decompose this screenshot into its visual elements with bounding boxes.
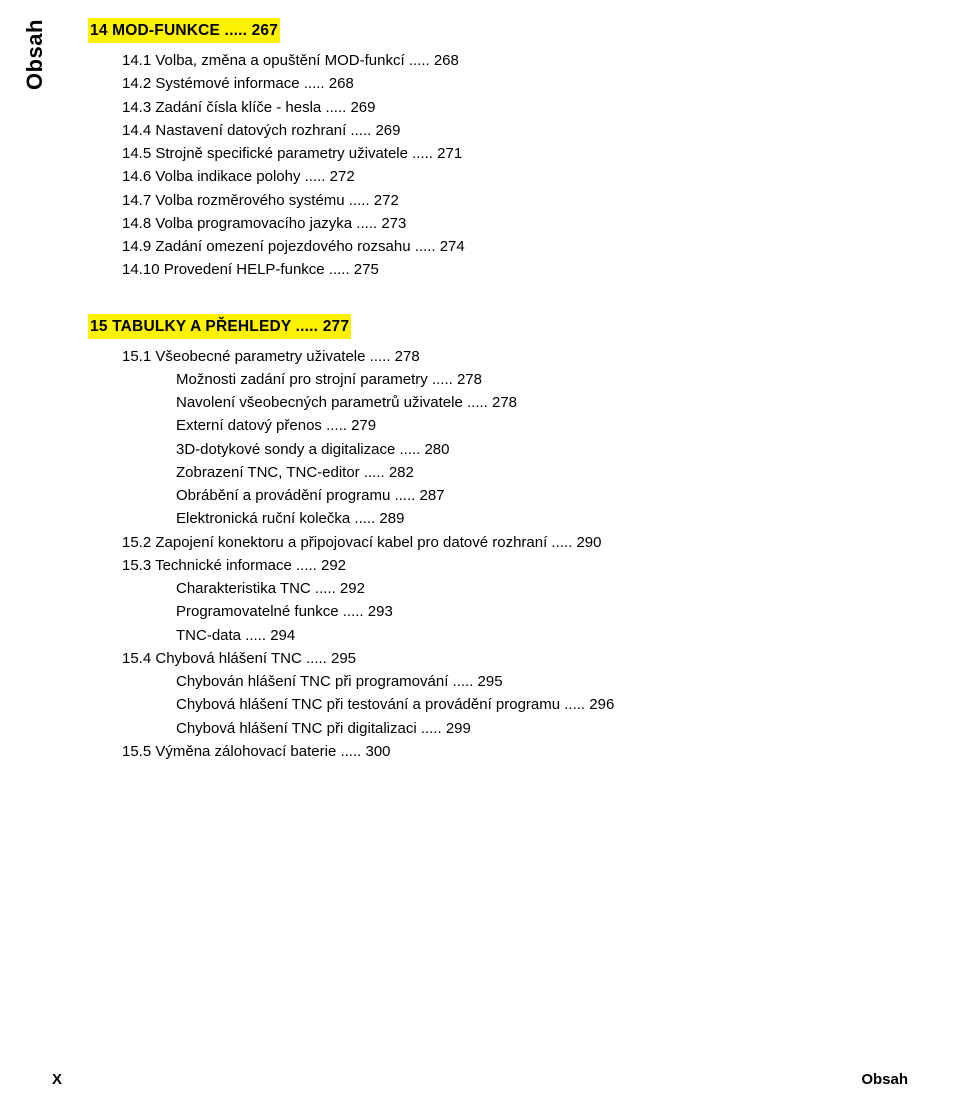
toc-entry: 15.1 Všeobecné parametry uživatele .....… <box>122 345 888 368</box>
toc-entry: 15.4 Chybová hlášení TNC ..... 295 <box>122 647 888 670</box>
toc-entry: 14.6 Volba indikace polohy ..... 272 <box>122 165 888 188</box>
toc-subentry: Navolení všeobecných parametrů uživatele… <box>176 391 888 414</box>
toc-entry: 14.1 Volba, změna a opuštění MOD-funkcí … <box>122 49 888 72</box>
footer-section-label: Obsah <box>861 1071 908 1088</box>
toc-entry: 15.3 Technické informace ..... 292 <box>122 554 888 577</box>
toc-entry: 15.2 Zapojení konektoru a připojovací ka… <box>122 531 888 554</box>
toc-subentry: Chybová hlášení TNC při testování a prov… <box>176 693 888 716</box>
toc-entry: 14.5 Strojně specifické parametry uživat… <box>122 142 888 165</box>
toc-subentry: TNC-data ..... 294 <box>176 624 888 647</box>
toc-entry: 14.4 Nastavení datových rozhraní ..... 2… <box>122 119 888 142</box>
toc-entry: 14.8 Volba programovacího jazyka ..... 2… <box>122 212 888 235</box>
side-tab-label: Obsah <box>22 19 48 90</box>
toc-entry: 14.7 Volba rozměrového systému ..... 272 <box>122 189 888 212</box>
chapter-14-heading: 14 MOD-FUNKCE ..... 267 <box>88 18 280 43</box>
footer-page-marker: X <box>52 1071 62 1088</box>
toc-entry: 15.5 Výměna zálohovací baterie ..... 300 <box>122 740 888 763</box>
toc-subentry: Externí datový přenos ..... 279 <box>176 414 888 437</box>
toc-entry: 14.10 Provedení HELP-funkce ..... 275 <box>122 258 888 281</box>
toc-subentry: Programovatelné funkce ..... 293 <box>176 600 888 623</box>
chapter-15-heading: 15 TABULKY A PŘEHLEDY ..... 277 <box>88 314 351 339</box>
toc-subentry: 3D-dotykové sondy a digitalizace ..... 2… <box>176 438 888 461</box>
toc-content: 14 MOD-FUNKCE ..... 267 14.1 Volba, změn… <box>88 18 888 763</box>
toc-entry: 14.2 Systémové informace ..... 268 <box>122 72 888 95</box>
toc-subentry: Elektronická ruční kolečka ..... 289 <box>176 507 888 530</box>
toc-entry: 14.9 Zadání omezení pojezdového rozsahu … <box>122 235 888 258</box>
toc-subentry: Charakteristika TNC ..... 292 <box>176 577 888 600</box>
toc-subentry: Možnosti zadání pro strojní parametry ..… <box>176 368 888 391</box>
toc-subentry: Obrábění a provádění programu ..... 287 <box>176 484 888 507</box>
toc-entry: 14.3 Zadání čísla klíče - hesla ..... 26… <box>122 96 888 119</box>
toc-subentry: Chybován hlášení TNC při programování ..… <box>176 670 888 693</box>
toc-subentry: Zobrazení TNC, TNC-editor ..... 282 <box>176 461 888 484</box>
toc-subentry: Chybová hlášení TNC při digitalizaci ...… <box>176 717 888 740</box>
